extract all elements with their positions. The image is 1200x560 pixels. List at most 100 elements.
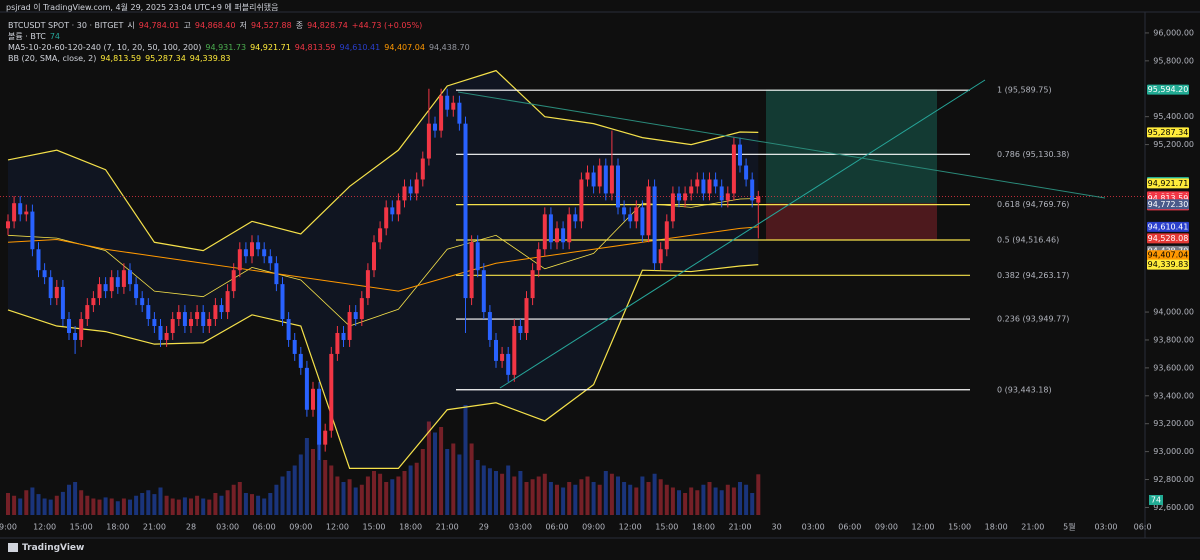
x-tick-label: 18:00 (692, 523, 715, 532)
volume-bar (664, 484, 669, 515)
y-tick-label: 92,600.00 (1153, 503, 1194, 512)
target-zone (766, 89, 937, 204)
volume-bar (634, 487, 639, 515)
volume-bar (207, 499, 212, 515)
volume-bar (603, 471, 608, 515)
candle-body (707, 179, 712, 194)
candle-body (201, 312, 206, 327)
y-tick-label: 95,800.00 (1153, 56, 1194, 65)
x-tick-label: 03:00 (216, 523, 239, 532)
candle-body (225, 291, 230, 313)
volume-bar (646, 482, 651, 515)
price-badge-label: 94,339.83 (1148, 260, 1189, 269)
candle-body (731, 144, 736, 194)
y-tick-label: 92,800.00 (1153, 475, 1194, 484)
candle-body (231, 270, 236, 292)
legend-row: BB (20, SMA, close, 2) 94,813.59 95,287.34… (8, 53, 474, 64)
volume-bar (372, 471, 376, 515)
candle-body (500, 353, 505, 361)
x-tick-label: 21:00 (143, 523, 166, 532)
bb-value: 95,287.34 (145, 54, 186, 63)
candle-body (91, 298, 96, 306)
x-tick-label: 15:00 (655, 523, 678, 532)
price-badge (1147, 259, 1189, 270)
candle-body (677, 193, 681, 201)
fib-label: 0.5 (94,516.46) (997, 235, 1059, 244)
candle-body (445, 95, 450, 110)
price-badge-label: 95,287.34 (1148, 128, 1189, 137)
volume-bar (12, 495, 17, 515)
bb-value: 94,339.83 (189, 54, 231, 63)
price-badge-label: 94,610.41 (1148, 222, 1189, 231)
volume-bar (158, 487, 163, 515)
volume-bar (433, 432, 437, 515)
candle-body (274, 263, 279, 285)
candle-body (713, 179, 718, 187)
candle-body (140, 298, 145, 306)
ma-name: MA5-10-20-60-120-240 (7, 10, 20, 50, 100… (8, 43, 202, 52)
candle-body (353, 312, 358, 320)
x-tick-label: 12:00 (619, 523, 642, 532)
candle-body (298, 353, 303, 368)
x-tick-label: 12:00 (911, 523, 934, 532)
volume-bar (250, 494, 254, 515)
y-tick-label: 95,400.00 (1153, 112, 1194, 121)
candle-body (85, 305, 90, 320)
volume-bar (622, 482, 627, 515)
volume-bar (237, 482, 242, 515)
x-tick-label: 28 (186, 523, 196, 532)
volume-bar (256, 495, 261, 515)
volume-bar (91, 498, 96, 515)
candle-body (384, 207, 389, 229)
candle-body (451, 102, 456, 110)
volume-bar (487, 468, 492, 515)
stop-zone (766, 203, 937, 241)
volume-bar (616, 476, 620, 515)
price-badge (1147, 221, 1189, 232)
volume-bar (573, 484, 578, 515)
candle-body (311, 388, 315, 410)
candle-body (359, 298, 364, 320)
volume-bar (689, 487, 694, 515)
volume-bar (567, 482, 572, 515)
volume-bar (335, 476, 340, 515)
volume-bar (182, 497, 187, 515)
y-tick-label: 93,000.00 (1153, 447, 1194, 456)
price-badge (1147, 199, 1189, 210)
candle-body (280, 284, 285, 320)
volume-bar (176, 499, 181, 515)
candle-body (652, 186, 657, 264)
candle-body (67, 319, 71, 333)
volume-bar (414, 462, 419, 515)
candle-body (548, 214, 553, 243)
volume-bar (292, 465, 297, 515)
y-tick-label: 93,400.00 (1153, 391, 1194, 400)
candle-body (36, 249, 41, 271)
y-tick-label: 95,200.00 (1153, 140, 1194, 149)
volume-bar (420, 449, 425, 515)
candle-body (268, 256, 273, 264)
bb-lower (7, 264, 759, 469)
volume-bar (48, 499, 53, 515)
candle-body (286, 319, 291, 340)
volume-bar (280, 476, 285, 515)
candle-body (433, 123, 437, 131)
volume-bar (756, 474, 761, 515)
x-tick-label: 18:00 (106, 523, 129, 532)
volume-bar (524, 482, 529, 515)
volume-bar (128, 499, 132, 515)
ohlc-value: 94,828.74 (307, 21, 348, 30)
x-tick-label: 12:00 (33, 523, 56, 532)
fib-label: 0 (93,443.18) (997, 385, 1052, 394)
price-badge (1147, 250, 1189, 261)
candle-body (695, 179, 700, 187)
volume-bar (481, 465, 486, 515)
candle-body (146, 305, 151, 320)
symbol: BTCUSDT SPOT · 30 · BITGET (8, 21, 124, 30)
legend: BTCUSDT SPOT · 30 · BITGET 시 94,784.01 고 94,… (8, 20, 474, 64)
price-badge-label: 95,594.20 (1148, 85, 1189, 94)
candle-body (262, 249, 267, 257)
volume-bar (189, 498, 193, 515)
